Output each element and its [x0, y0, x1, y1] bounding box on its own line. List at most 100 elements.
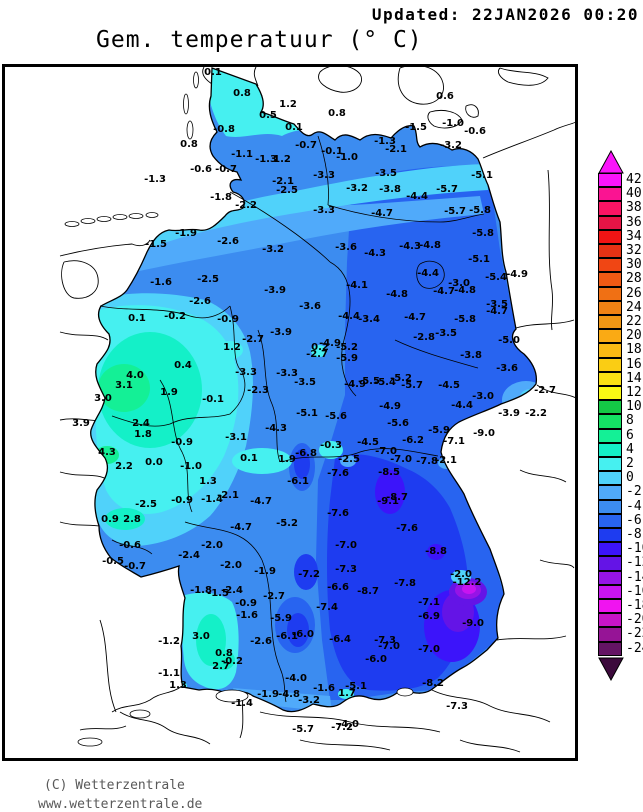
- temp-value-label: -7.3: [335, 564, 357, 575]
- temp-value-label: -7.8: [394, 578, 416, 589]
- temp-value-label: -5.7: [444, 206, 466, 217]
- temp-value-label: -0.9: [171, 437, 193, 448]
- legend-value: 32: [626, 243, 642, 258]
- legend-color-box: [598, 599, 622, 614]
- legend-color-box: [598, 329, 622, 344]
- legend-value: 6: [626, 427, 634, 443]
- temp-value-label: -7.8: [416, 456, 438, 467]
- temp-value-label: -5.8: [472, 228, 494, 239]
- temp-value-label: -5.9: [336, 353, 358, 364]
- temp-value-label: -2.3: [247, 385, 269, 396]
- temp-value-label: -1.2: [158, 636, 180, 647]
- temp-value-label: -1.1: [231, 149, 253, 160]
- temp-value-label: -4.4: [338, 311, 360, 322]
- temp-value-label: -7.6: [396, 523, 418, 534]
- temp-value-label: 1.9: [160, 387, 178, 398]
- temp-value-label: -6.9: [418, 611, 440, 622]
- legend-color-box: [598, 343, 622, 358]
- temp-value-label: -2.1: [272, 176, 294, 187]
- temp-value-label: -6.2: [402, 435, 424, 446]
- temp-value-label: -1.3: [144, 174, 166, 185]
- temp-value-label: -6.1: [287, 476, 309, 487]
- temp-value-label: 1.2: [223, 342, 241, 353]
- legend-value: 10: [626, 399, 642, 415]
- temp-value-label: -4.7: [250, 496, 272, 507]
- temp-value-label: -3.3: [276, 368, 298, 379]
- temp-value-label: -5.6: [387, 418, 409, 429]
- temp-value-label: -0.9: [217, 314, 239, 325]
- temp-value-label: -7.1: [418, 597, 440, 608]
- temp-value-label: -3.2: [262, 244, 284, 255]
- temp-value-label: -8.7: [357, 586, 379, 597]
- legend-value: -14: [626, 569, 643, 585]
- temp-value-label: 2.2: [115, 461, 133, 472]
- legend-color-box: [598, 371, 622, 386]
- temp-value-label: -4.9: [344, 379, 366, 390]
- germany-temperature-map: [59, 67, 575, 753]
- temp-value-label: -2.2: [525, 408, 547, 419]
- copyright: (C) Wetterzentrale: [44, 778, 185, 793]
- temp-value-label: 1.3: [199, 476, 217, 487]
- legend-color-box: [598, 400, 622, 415]
- temp-value-label: -7.0: [375, 446, 397, 457]
- temp-value-label: -4.3: [265, 423, 287, 434]
- temp-value-label: -4.7: [486, 306, 508, 317]
- temp-value-label: 4.0: [126, 370, 144, 381]
- legend-value: 42: [626, 172, 642, 187]
- temp-value-label: -4.7: [404, 312, 426, 323]
- legend-value: 16: [626, 356, 642, 372]
- temp-value-label: -1.6: [236, 610, 258, 621]
- temp-value-label: -3.3: [235, 367, 257, 378]
- legend-color-box: [598, 570, 622, 585]
- temp-value-label: 0.1: [285, 122, 303, 133]
- temp-value-label: -4.0: [285, 673, 307, 684]
- footer: (C) Wetterzentrale www.wetterzentrale.de: [38, 776, 202, 812]
- temp-value-label: 3.1: [115, 380, 133, 391]
- temp-value-label: -4.9: [379, 401, 401, 412]
- state-borders: [99, 135, 485, 703]
- temp-value-label: -1.5: [207, 588, 229, 599]
- legend-color-box: [598, 357, 622, 372]
- temp-value-label: -5.1: [468, 254, 490, 265]
- temp-value-label: -1.1: [158, 668, 180, 679]
- legend-color-box: [598, 513, 622, 528]
- temp-value-label: -0.5: [102, 556, 124, 567]
- temp-value-label: -3.2: [440, 140, 462, 151]
- temp-value-label: 0.2: [311, 342, 329, 353]
- legend-value: -22: [626, 626, 643, 642]
- legend-color-box: [598, 584, 622, 599]
- temp-value-label: -1.9: [257, 689, 279, 700]
- temp-value-label: -3.0: [472, 391, 494, 402]
- legend-value: -20: [626, 612, 643, 628]
- temp-value-label: -8.7: [386, 492, 408, 503]
- legend-color-box: [598, 613, 622, 628]
- temp-value-label: -2.2: [235, 200, 257, 211]
- temp-value-label: -5.6: [325, 411, 347, 422]
- temp-value-label: -0.9: [235, 598, 257, 609]
- legend-value: 22: [626, 314, 642, 329]
- temp-value-label: -2.7: [306, 349, 328, 360]
- temp-value-label: -2.1: [385, 144, 407, 155]
- legend-value: 24: [626, 299, 642, 315]
- temp-value-label: -5.9: [270, 613, 292, 624]
- temp-value-label: -5.7: [292, 724, 314, 735]
- legend-color-box: [598, 244, 622, 259]
- legend-color-box: [598, 528, 622, 543]
- legend-value: -18: [626, 598, 643, 613]
- legend-color-box: [598, 386, 622, 401]
- temp-value-label: -5.7: [401, 380, 423, 391]
- temp-value-label: -0.8: [213, 124, 235, 135]
- temp-value-label: -5.8: [469, 205, 491, 216]
- legend-color-box: [598, 442, 622, 457]
- temp-value-label: -6.1: [276, 631, 298, 642]
- temp-value-label: -3.2: [346, 183, 368, 194]
- temp-value-label: -4.4: [406, 191, 428, 202]
- temp-value-label: 1.3: [169, 680, 187, 691]
- temp-value-label: -3.6: [496, 363, 518, 374]
- islands-and-lakes: [64, 71, 414, 747]
- temp-value-label: -2.5: [135, 499, 157, 510]
- temp-value-label: -7.1: [443, 436, 465, 447]
- temp-value-label: -4.3: [364, 248, 386, 259]
- temp-value-label: 0.1: [128, 313, 146, 324]
